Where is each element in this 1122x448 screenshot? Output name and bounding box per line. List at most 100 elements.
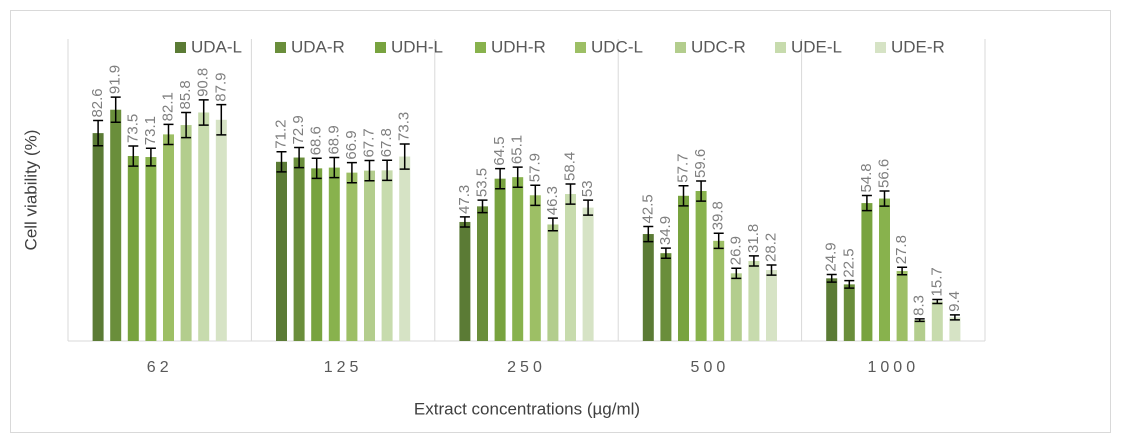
error-bar (748, 255, 759, 267)
legend-swatch (375, 42, 386, 53)
data-label: 56.6 (875, 159, 892, 188)
chart-frame (10, 10, 1111, 433)
error-bar (844, 279, 855, 289)
bar (311, 168, 323, 341)
data-label: 8.3 (911, 295, 928, 316)
legend-swatch (675, 42, 686, 53)
legend-swatch (275, 42, 286, 53)
data-label: 27.8 (893, 235, 910, 264)
bar (198, 112, 210, 341)
data-label: 87.9 (212, 72, 229, 101)
data-label: 39.8 (710, 201, 727, 230)
error-bar (93, 119, 104, 147)
bar (565, 194, 576, 341)
bar (328, 167, 340, 341)
data-label: 67.8 (378, 128, 395, 157)
error-bar (861, 194, 872, 212)
data-label: 54.8 (858, 163, 875, 192)
bar (547, 224, 559, 341)
legend-label: UDA-L (191, 37, 242, 56)
data-label: 72.9 (290, 115, 307, 144)
data-label: 34.9 (657, 216, 674, 245)
data-label: 85.8 (177, 80, 194, 109)
error-bar (495, 167, 506, 190)
data-label: 82.1 (159, 92, 176, 121)
data-label: 59.6 (692, 149, 709, 178)
bar (766, 270, 777, 341)
error-bar (879, 190, 890, 207)
data-label: 42.5 (639, 194, 656, 223)
bar (748, 260, 760, 341)
error-bar (128, 145, 139, 167)
error-bar (565, 183, 576, 205)
error-bar (932, 298, 943, 305)
error-bar (766, 264, 777, 276)
legend-label: UDE-L (791, 37, 842, 56)
bar (276, 161, 287, 341)
error-bar (696, 180, 707, 202)
bar (896, 271, 908, 341)
error-bar (678, 184, 689, 207)
error-bar (399, 143, 410, 170)
error-bar (643, 225, 654, 243)
legend-swatch (875, 42, 886, 53)
legend-label: UDC-R (691, 37, 746, 56)
data-label: 9.4 (946, 291, 963, 312)
bar (145, 157, 157, 341)
error-bar (294, 146, 305, 169)
data-label: 46.3 (544, 186, 561, 215)
data-label: 31.8 (745, 224, 762, 253)
bar (163, 134, 174, 341)
data-label: 22.5 (840, 248, 857, 277)
y-axis-label: Cell viability (%) (21, 130, 40, 251)
bar (512, 177, 524, 341)
error-bar (660, 247, 671, 259)
bar (399, 156, 411, 341)
bar (582, 207, 594, 341)
bar (861, 203, 873, 341)
bar (879, 198, 890, 341)
data-label: 47.3 (456, 185, 473, 214)
legend-swatch (775, 42, 786, 53)
x-tick-label: 62 (147, 359, 173, 376)
error-bar (826, 273, 837, 283)
legend-label: UDA-R (291, 37, 345, 56)
data-label: 66.9 (343, 130, 360, 159)
data-label: 73.5 (124, 114, 141, 143)
error-bar (477, 199, 488, 214)
data-label: 15.7 (928, 267, 945, 296)
x-tick-label: 1000 (868, 359, 920, 376)
bar (730, 273, 742, 341)
error-bar (949, 314, 960, 321)
bar (642, 234, 654, 341)
data-label: 57.7 (674, 154, 691, 183)
data-label: 67.7 (360, 128, 377, 157)
error-bar (181, 111, 192, 139)
error-bar (163, 123, 174, 146)
bar (346, 172, 358, 341)
bar (529, 195, 541, 341)
bar (381, 170, 393, 341)
legend-swatch (575, 42, 586, 53)
error-bar (110, 96, 121, 124)
error-bar (583, 199, 594, 216)
error-bar (145, 147, 156, 167)
bar (695, 191, 707, 341)
bar (477, 206, 488, 341)
data-label: 71.2 (272, 120, 289, 149)
data-label: 65.1 (509, 135, 526, 164)
bar (364, 170, 375, 341)
data-label: 73.1 (142, 116, 159, 145)
bar (660, 253, 672, 341)
error-bar (547, 217, 558, 232)
error-bar (512, 166, 523, 188)
bar (713, 240, 725, 341)
data-label: 91.9 (107, 65, 124, 94)
x-axis-label: Extract concentrations (µg/ml) (414, 399, 640, 418)
error-bar (914, 318, 925, 323)
error-bar (897, 266, 908, 276)
bar (678, 195, 689, 341)
data-label: 82.6 (89, 88, 106, 117)
legend-label: UDC-L (591, 37, 643, 56)
